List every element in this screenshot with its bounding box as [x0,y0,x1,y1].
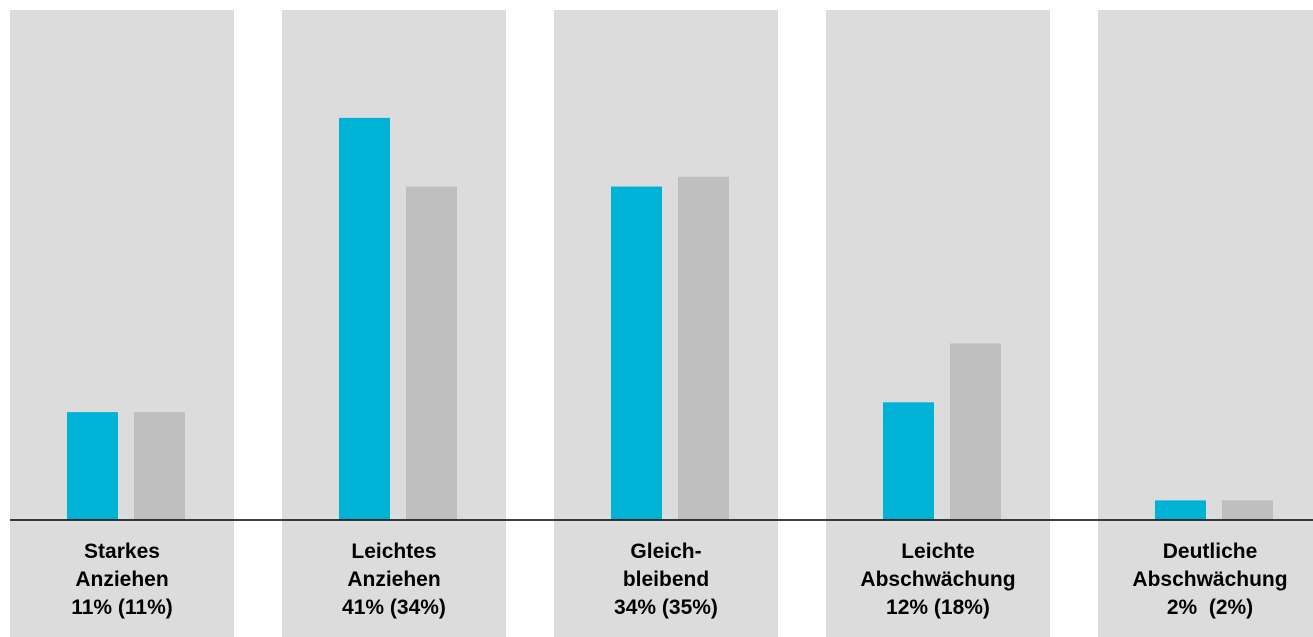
category-label-line: bleibend [623,568,709,591]
category-panel [10,10,234,637]
category-label-line: 41% (34%) [342,596,446,619]
bar-previous [950,343,1001,520]
bars [67,117,1273,521]
category-label-line: Abschwächung [1132,568,1287,591]
bar-current [1155,500,1206,520]
category-label-line: Gleich- [630,540,701,563]
category-label-line: 34% (35%) [614,596,718,619]
category-label-line: 2% (2%) [1167,596,1253,619]
category-labels: Starkes Anziehen 11% (11%) Leichtes Anziehen… [71,540,1287,619]
category-label-line: Starkes [84,540,160,563]
bar-previous [1222,500,1273,520]
bar-previous [406,186,457,521]
category-label-line: Abschwächung [860,568,1015,591]
category-label-line: Leichte [901,540,975,563]
bar-current [339,117,390,520]
category-panel [282,10,506,637]
category-panel [1098,10,1313,637]
bar-current [67,412,118,520]
bar-previous [678,176,729,520]
category-label-line: Deutliche [1163,540,1258,563]
category-panels [10,10,1313,637]
category-label-line: 12% (18%) [886,596,990,619]
bar-current [883,402,934,520]
bar-previous [134,412,185,520]
category-label-line: 11% (11%) [71,596,173,619]
category-panel [554,10,778,637]
category-label-line: Leichtes [351,540,436,563]
category-label-line: Anziehen [347,568,440,591]
category-label-line: Anziehen [75,568,168,591]
category-panel [826,10,1050,637]
bar-current [611,186,662,521]
